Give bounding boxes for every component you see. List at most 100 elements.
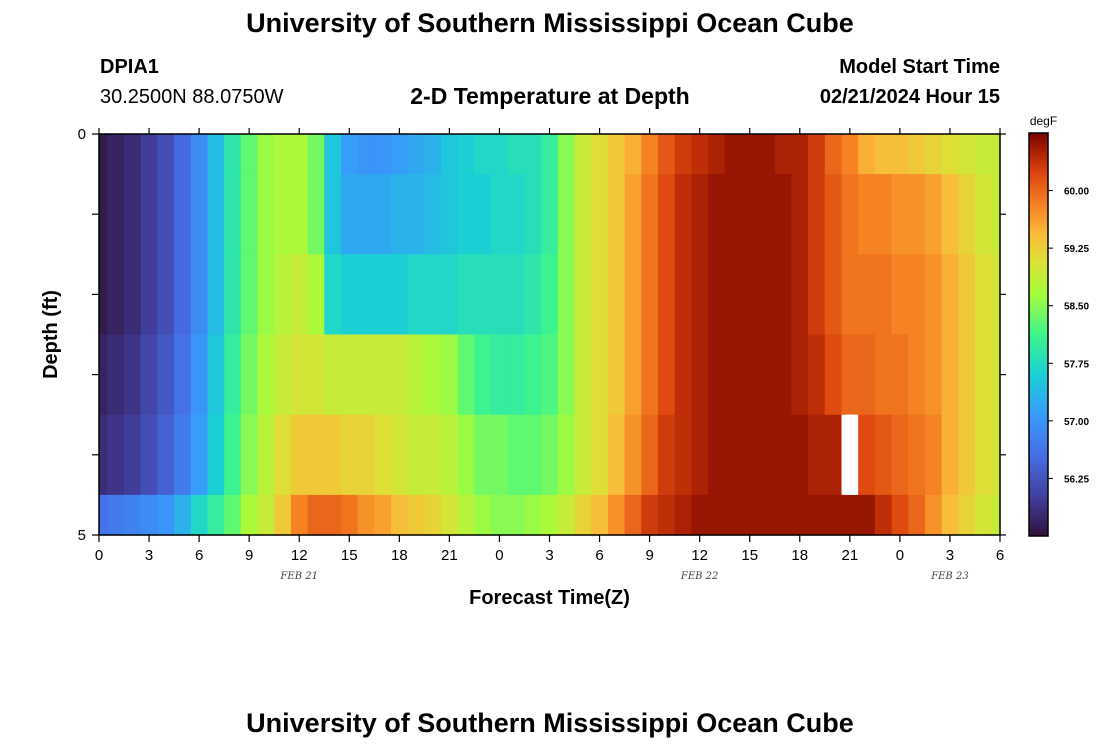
heatmap-cell — [691, 174, 709, 255]
heatmap-cell — [140, 334, 158, 416]
heatmap-cell — [274, 414, 292, 496]
x-tick-label: 3 — [145, 547, 153, 564]
heatmap-cell — [157, 494, 175, 536]
heatmap-cell — [174, 174, 192, 255]
heatmap-cell — [724, 174, 742, 255]
colorbar-tick-label: 59.25 — [1064, 244, 1089, 255]
heatmap-cell — [908, 414, 926, 496]
heatmap-cell — [541, 134, 559, 175]
heatmap-cell — [991, 254, 1001, 336]
heatmap-cell — [307, 254, 325, 336]
heatmap-cell — [140, 134, 158, 175]
heatmap-cell — [307, 494, 325, 536]
heatmap-cell — [474, 494, 492, 536]
heatmap-cell — [324, 494, 342, 536]
heatmap-cell — [541, 494, 559, 536]
heatmap-cell — [891, 254, 909, 336]
heatmap-cell — [224, 254, 242, 336]
heatmap-cell — [557, 134, 576, 175]
heatmap-cell — [340, 494, 359, 536]
heatmap-cell — [441, 334, 459, 416]
colorbar-scale — [1028, 132, 1049, 537]
plot-title: 2-D Temperature at Depth — [410, 83, 690, 109]
y-tick-label: 0 — [78, 126, 86, 143]
heatmap-cell — [591, 174, 609, 255]
heatmap-cell — [307, 414, 325, 496]
heatmap-cell — [641, 254, 659, 336]
heatmap-cell — [541, 414, 559, 496]
heatmap-cell — [991, 134, 1001, 175]
heatmap-cell — [140, 414, 158, 496]
heatmap-cell — [808, 334, 826, 416]
heatmap-cell — [691, 134, 709, 175]
heatmap-cell — [691, 494, 709, 536]
heatmap-cell — [674, 414, 692, 496]
heatmap-cell — [607, 334, 626, 416]
heatmap-cell — [824, 134, 843, 175]
x-tick-label: 15 — [741, 547, 758, 564]
heatmap-cell — [307, 174, 325, 255]
heatmap-cell — [290, 254, 309, 336]
heatmap-cell — [157, 134, 175, 175]
heatmap-cell — [607, 254, 626, 336]
x-tick-label: 15 — [341, 547, 358, 564]
heatmap-cell — [591, 334, 609, 416]
heatmap-cell — [407, 334, 425, 416]
heatmap-cell — [808, 174, 826, 255]
heatmap-cell — [424, 254, 442, 336]
heatmap-cell — [240, 254, 259, 336]
heatmap-cell — [207, 254, 225, 336]
heatmap-cell — [708, 494, 726, 536]
heatmap-cell — [874, 174, 893, 255]
heatmap-cell — [507, 414, 526, 496]
heatmap-cell — [340, 334, 359, 416]
station-coordinates: 30.2500N 88.0750W — [100, 86, 284, 108]
heatmap-cell — [874, 334, 893, 416]
heatmap-cell — [924, 174, 943, 255]
heatmap-cell — [574, 134, 592, 175]
heatmap-cell — [591, 414, 609, 496]
heatmap-cell — [791, 334, 809, 416]
heatmap-cell — [190, 414, 209, 496]
heatmap-cell — [791, 414, 809, 496]
heatmap-cell — [824, 254, 843, 336]
heatmap-cell — [424, 174, 442, 255]
heatmap-cell — [541, 334, 559, 416]
heatmap-cell — [891, 494, 909, 536]
x-tick-label: 9 — [645, 547, 653, 564]
heatmap-cell — [507, 334, 526, 416]
heatmap-cell — [674, 494, 692, 536]
heatmap-cell — [741, 414, 759, 496]
heatmap-cell — [524, 414, 542, 496]
heatmap-cell — [841, 334, 859, 416]
heatmap-cell — [374, 134, 392, 175]
x-tick-label: 6 — [195, 547, 203, 564]
heatmap-cell — [808, 494, 826, 536]
heatmap-cell — [974, 254, 993, 336]
heatmap-cell — [891, 174, 909, 255]
heatmap-cell — [207, 494, 225, 536]
heatmap-cell — [641, 134, 659, 175]
heatmap-cell — [991, 174, 1001, 255]
heatmap-cell — [841, 494, 859, 536]
heatmap-cell — [324, 334, 342, 416]
heatmap-cell — [624, 414, 642, 496]
heatmap-cell — [974, 414, 993, 496]
heatmap-cell — [874, 494, 893, 536]
heatmap-cell — [557, 174, 576, 255]
heatmap-cell — [774, 494, 793, 536]
heatmap-cell — [858, 134, 876, 175]
heatmap-cell — [190, 254, 209, 336]
heatmap-cell — [274, 494, 292, 536]
heatmap-cell — [140, 254, 158, 336]
heatmap-cell — [657, 174, 676, 255]
heatmap-cell — [941, 334, 959, 416]
heatmap-cell — [791, 494, 809, 536]
heatmap-cell — [674, 134, 692, 175]
heatmap-cell — [808, 254, 826, 336]
heatmap-cell — [674, 174, 692, 255]
heatmap-cell — [524, 254, 542, 336]
heatmap-cell — [941, 494, 959, 536]
heatmap-cell — [624, 174, 642, 255]
heatmap-cell — [240, 134, 259, 175]
